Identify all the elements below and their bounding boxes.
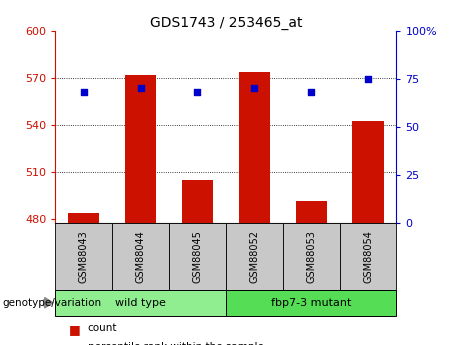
Bar bbox=[352, 120, 384, 223]
Point bbox=[194, 90, 201, 95]
Point bbox=[307, 90, 315, 95]
Bar bbox=[55, 223, 112, 290]
Title: GDS1743 / 253465_at: GDS1743 / 253465_at bbox=[150, 16, 302, 30]
Point bbox=[251, 86, 258, 91]
Text: wild type: wild type bbox=[115, 298, 166, 308]
Point bbox=[80, 90, 88, 95]
Bar bbox=[226, 223, 283, 290]
Text: GSM88043: GSM88043 bbox=[79, 230, 89, 283]
Bar bbox=[283, 223, 340, 290]
Text: count: count bbox=[88, 323, 117, 333]
Text: fbp7-3 mutant: fbp7-3 mutant bbox=[271, 298, 351, 308]
Bar bbox=[340, 223, 396, 290]
Text: GSM88054: GSM88054 bbox=[363, 230, 373, 283]
Text: percentile rank within the sample: percentile rank within the sample bbox=[88, 342, 264, 345]
Point bbox=[137, 86, 144, 91]
Text: GSM88045: GSM88045 bbox=[192, 230, 202, 283]
Bar bbox=[239, 72, 270, 223]
Bar bbox=[55, 290, 226, 316]
Point bbox=[364, 76, 372, 82]
Bar bbox=[68, 213, 100, 223]
Text: GSM88053: GSM88053 bbox=[306, 230, 316, 283]
Bar bbox=[182, 180, 213, 223]
Bar bbox=[112, 223, 169, 290]
Bar bbox=[296, 200, 327, 223]
Text: ■: ■ bbox=[69, 342, 81, 345]
Bar bbox=[169, 223, 226, 290]
Bar bbox=[226, 290, 396, 316]
Text: ■: ■ bbox=[69, 323, 81, 336]
Text: genotype/variation: genotype/variation bbox=[2, 298, 101, 308]
Bar bbox=[125, 75, 156, 223]
Text: GSM88044: GSM88044 bbox=[136, 230, 146, 283]
Text: GSM88052: GSM88052 bbox=[249, 230, 260, 283]
